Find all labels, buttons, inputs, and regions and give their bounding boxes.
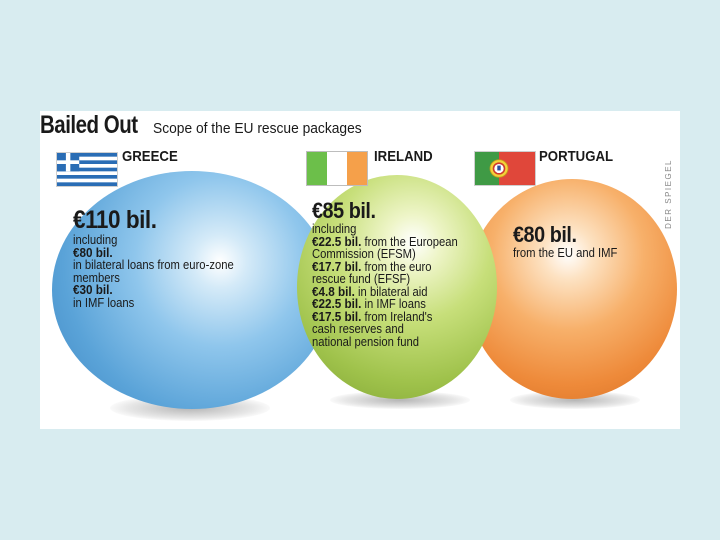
portugal-total: €80 bil. [513,222,577,247]
portugal-label: PORTUGAL [539,148,614,165]
ireland-line: €22.5 bil. in IMF loans [312,296,458,311]
portugal-flag-icon [474,151,536,186]
ireland-sphere [297,175,497,399]
ireland-line-amount: €22.5 bil. [312,296,362,311]
greece-line: in IMF loans [73,295,135,310]
ireland-line-text: in IMF loans [361,297,426,311]
ireland-line: €4.8 bil. in bilateral aid [312,283,458,299]
ireland-line-text: from the European [361,234,458,249]
greece-details: €110 bil. including €80 bil. in bilatera… [73,207,234,309]
ireland-line: €17.7 bil. from the euro [312,258,458,274]
portugal-line: from the EU and IMF [513,246,618,260]
ireland-line-amount: €17.5 bil. [312,308,362,324]
ireland-line-amount: €22.5 bil. [312,233,362,249]
ireland-details: €85 bil. including €22.5 bil. from the E… [312,199,458,348]
ireland-line: rescue fund (EFSF) [312,272,411,286]
portugal-details: €80 bil. from the EU and IMF [513,223,617,260]
ireland-line-text: from Ireland's [361,309,433,324]
greece-line-amount: €30 bil. [73,282,113,297]
greece-label: GREECE [122,148,178,165]
ireland-line-text: in bilateral aid [354,284,428,299]
ireland-flag-icon [306,151,368,186]
greece-total: €110 bil. [73,206,157,234]
ireland-sphere-shadow [330,391,470,409]
ireland-label: IRELAND [374,148,433,165]
ireland-line: cash reserves and [312,322,404,336]
portugal-sphere-shadow [510,391,640,409]
credit-label: DER SPIEGEL [664,159,673,229]
ireland-line: €22.5 bil. from the European [312,233,458,249]
greece-sphere [52,171,332,409]
greece-line: in bilateral loans from euro-zone [73,258,234,272]
ireland-line-text: from the euro [361,259,432,274]
ireland-line: national pension fund [312,334,419,349]
greece-flag-icon [56,152,118,187]
greece-line: members [73,270,120,285]
infographic-card: Bailed Out Scope of the EU rescue packag… [40,111,680,429]
ireland-line-amount: €4.8 bil. [312,283,355,299]
ireland-line: including [312,222,357,236]
greece-line: including [73,233,118,247]
greece-line-amount: €80 bil. [73,244,113,260]
portugal-sphere [467,179,677,399]
subtitle: Scope of the EU rescue packages [153,120,362,137]
ireland-total: €85 bil. [312,198,376,223]
main-title: Bailed Out [40,111,138,139]
ireland-line-amount: €17.7 bil. [312,258,362,274]
ireland-line: Commission (EFSM) [312,247,416,261]
ireland-line: €17.5 bil. from Ireland's [312,308,458,324]
